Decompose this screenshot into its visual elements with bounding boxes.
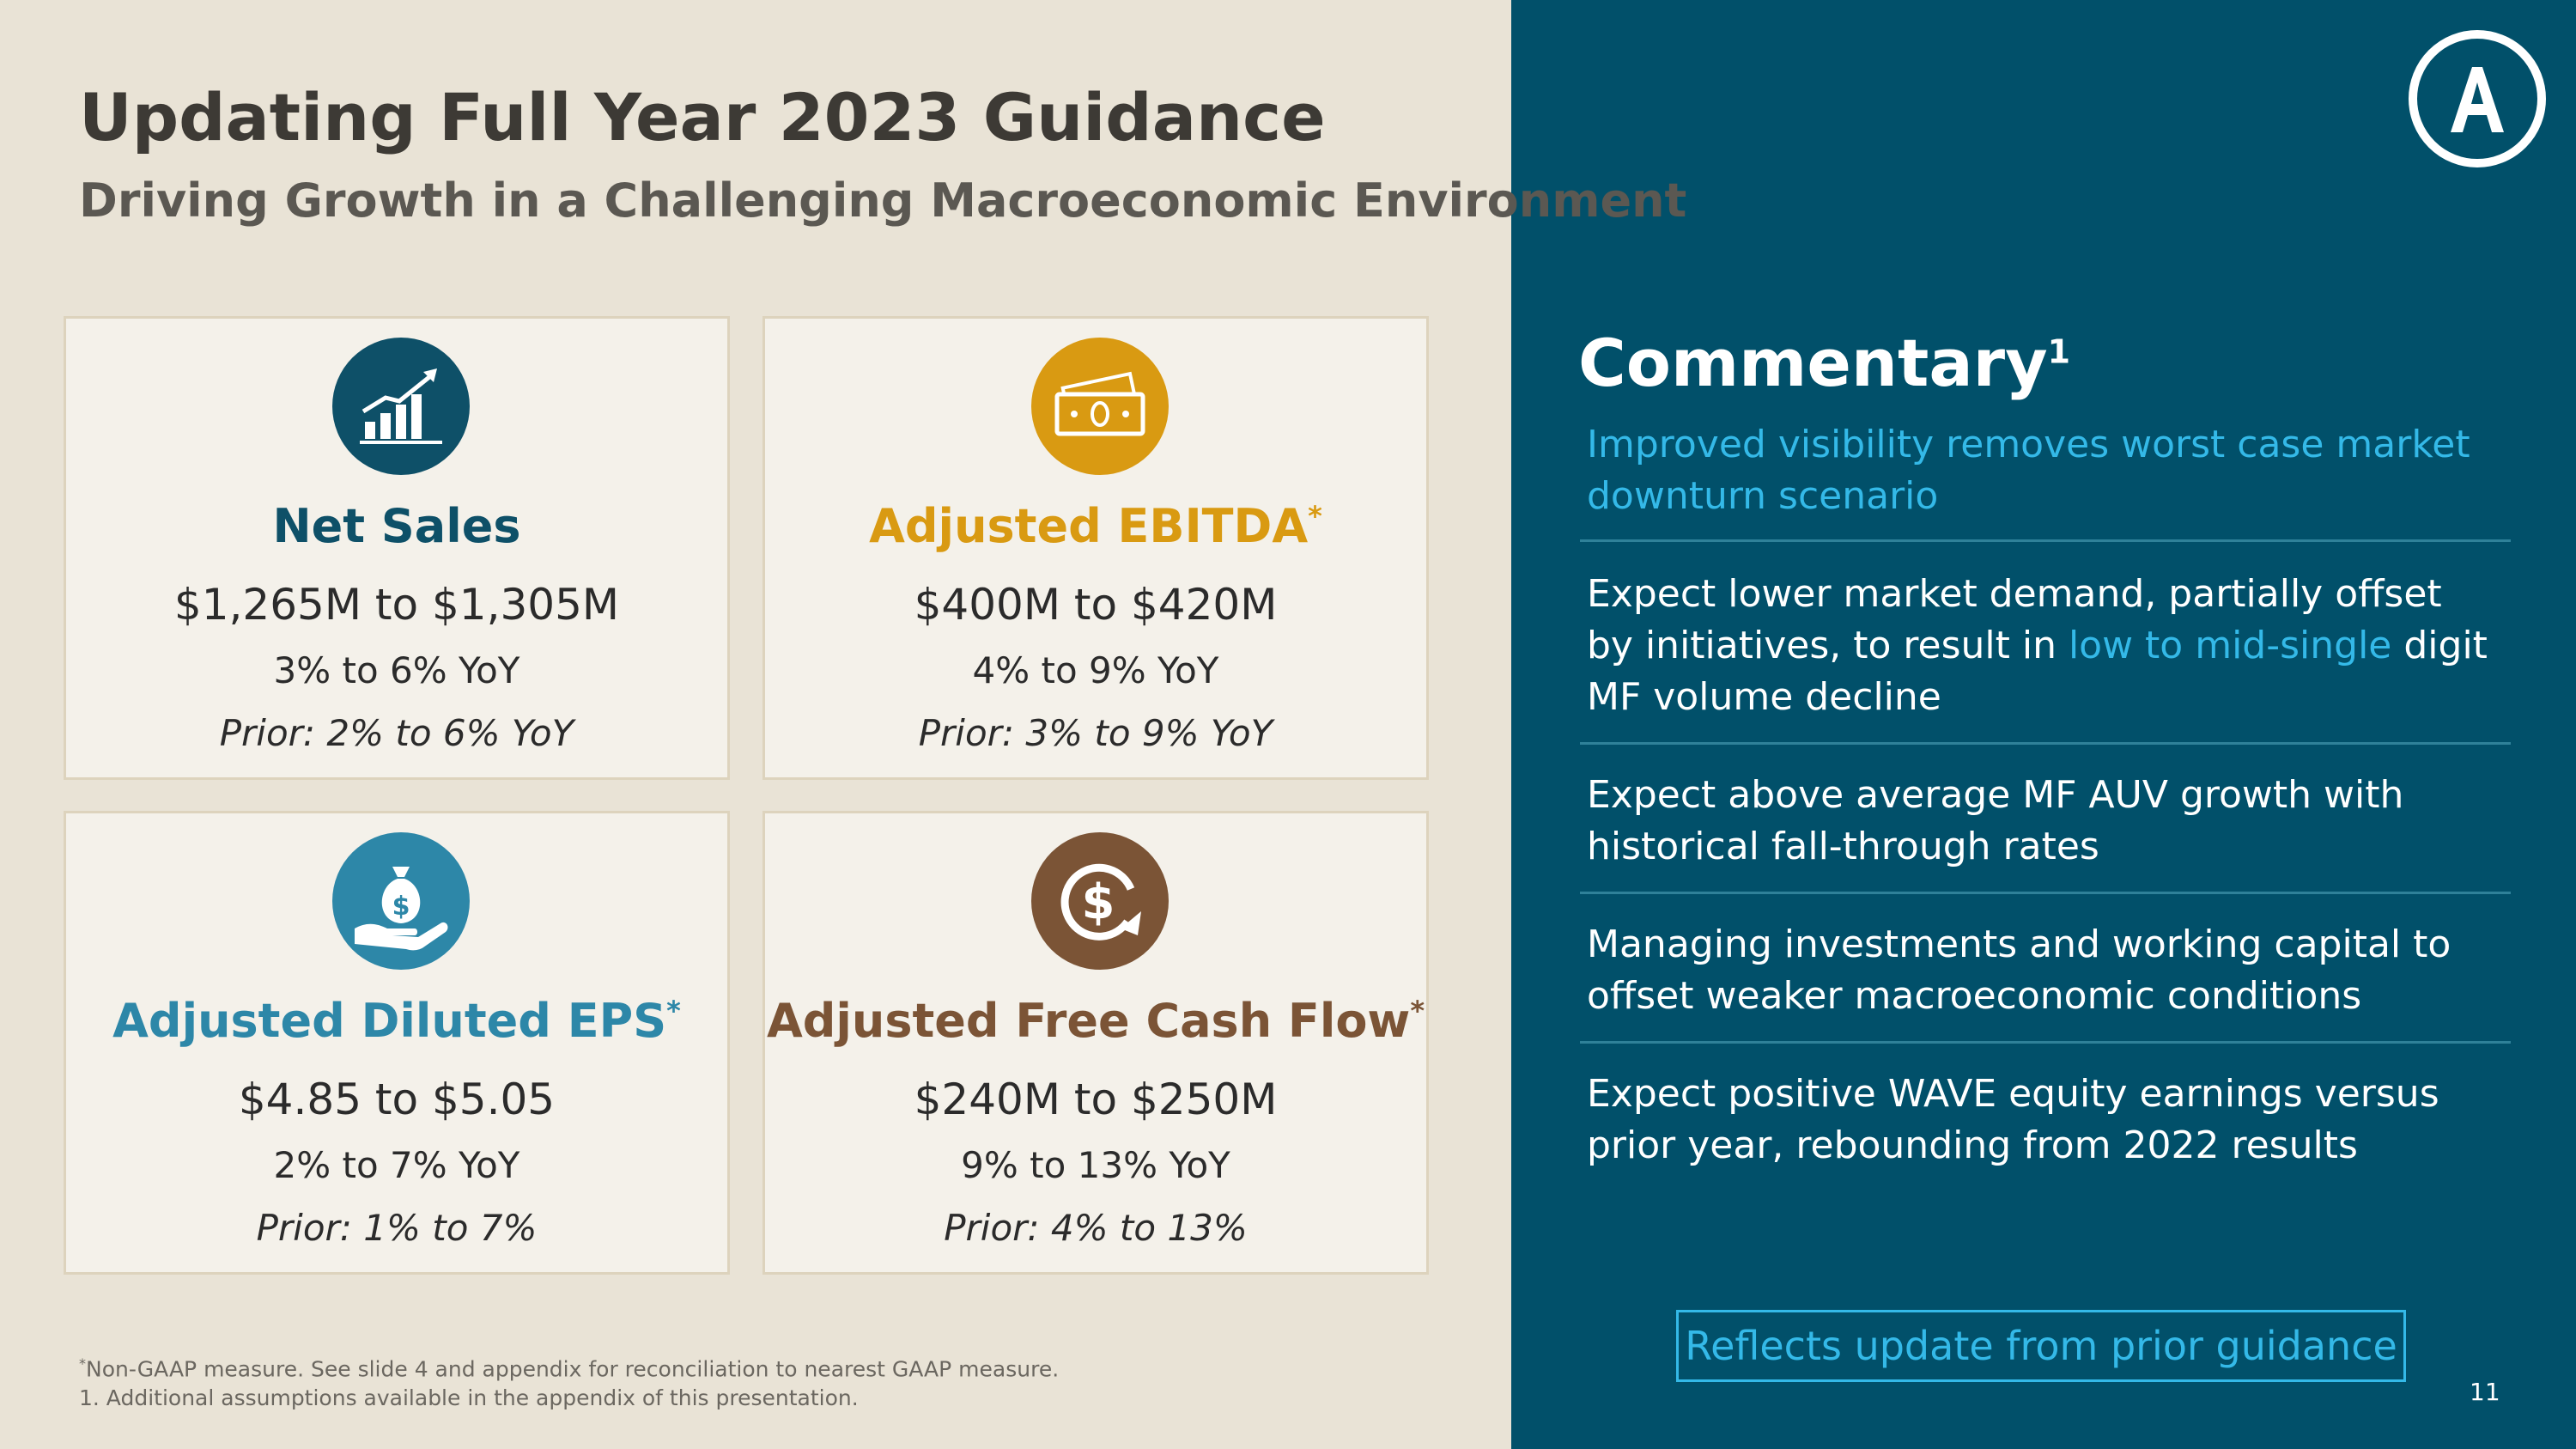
card-metric-title: Adjusted Diluted EPS* [112,994,681,1048]
card-prior: Prior: 3% to 9% YoY [918,712,1273,754]
update-legend-badge: Reflects update from prior guidance [1676,1310,2406,1382]
commentary-divider [1580,1041,2511,1044]
footnote-non-gaap: *Non-GAAP measure. See slide 4 and appen… [79,1355,1060,1382]
card-prior: Prior: 1% to 7% [256,1207,538,1249]
card-yoy: 9% to 13% YoY [961,1144,1230,1186]
hand-money-bag-icon: $ [332,832,470,970]
page-title: Updating Full Year 2023 Guidance [79,79,1326,155]
bar-chart-growth-icon [332,338,470,475]
footnote-assumptions: 1. Additional assumptions available in t… [79,1385,859,1410]
page-number: 11 [2470,1378,2500,1406]
card-range: $400M to $420M [914,580,1278,630]
card-range: $4.85 to $5.05 [238,1075,556,1124]
card-yoy: 2% to 7% YoY [273,1144,520,1186]
adjusted-diluted-eps-card: $ Adjusted Diluted EPS* $4.85 to $5.05 2… [64,811,730,1275]
right-panel [1511,0,2576,1449]
card-prior: Prior: 2% to 6% YoY [219,712,574,754]
card-range: $1,265M to $1,305M [173,580,620,630]
card-metric-title: Net Sales [272,499,521,553]
cash-stack-icon [1031,338,1169,475]
card-yoy: 3% to 6% YoY [273,649,520,691]
commentary-title: Commentary1 [1578,325,2071,401]
commentary-item-5: Expect positive WAVE equity earnings ver… [1587,1072,2439,1167]
commentary-item-3: Expect above average MF AUV growth with … [1587,773,2404,868]
commentary-item-2: Expect lower market demand, partially of… [1587,572,2488,719]
svg-text:$: $ [1082,874,1115,930]
svg-text:$: $ [392,892,410,922]
card-metric-title: Adjusted Free Cash Flow* [766,994,1425,1048]
card-yoy: 4% to 9% YoY [972,649,1219,691]
adjusted-free-cash-flow-card: $ Adjusted Free Cash Flow* $240M to $250… [762,811,1429,1275]
commentary-item-1: Improved visibility removes worst case m… [1587,423,2470,518]
commentary-item-4: Managing investments and working capital… [1587,922,2451,1018]
cash-cycle-icon: $ [1031,832,1169,970]
card-range: $240M to $250M [914,1075,1278,1124]
page-subtitle: Driving Growth in a Challenging Macroeco… [79,174,1687,228]
net-sales-card: Net Sales $1,265M to $1,305M 3% to 6% Yo… [64,316,730,780]
commentary-divider [1580,892,2511,894]
adjusted-ebitda-card: Adjusted EBITDA* $400M to $420M 4% to 9%… [762,316,1429,780]
commentary-divider [1580,742,2511,745]
commentary-divider [1580,539,2511,542]
card-prior: Prior: 4% to 13% [944,1207,1248,1249]
card-metric-title: Adjusted EBITDA* [869,499,1322,553]
armstrong-a-logo-icon [2404,26,2550,172]
